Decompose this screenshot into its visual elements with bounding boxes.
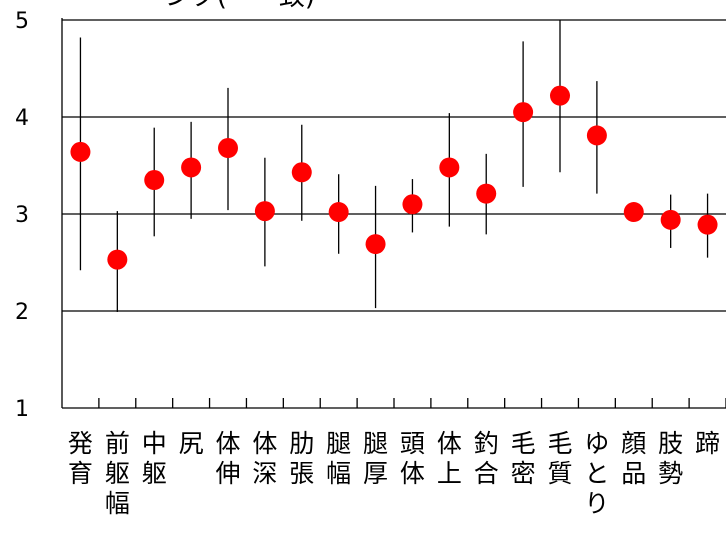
category-char-7-0: 腿 bbox=[326, 429, 351, 458]
y-tick-label-1: 2 bbox=[15, 300, 29, 325]
category-char-2-0: 中 bbox=[142, 429, 167, 458]
category-char-15-0: 顔 bbox=[621, 429, 646, 458]
data-point-11 bbox=[476, 183, 497, 204]
category-char-11-0: 釣 bbox=[474, 429, 499, 458]
data-point-5 bbox=[254, 201, 275, 222]
x-tick-marks bbox=[98, 398, 726, 408]
data-point-12 bbox=[513, 102, 534, 123]
category-char-4-1: 伸 bbox=[215, 459, 240, 488]
category-char-5-0: 体 bbox=[252, 429, 277, 458]
category-label-7: 腿幅 bbox=[326, 429, 351, 488]
y-tick-label-4: 5 bbox=[15, 9, 29, 34]
category-char-1-2: 幅 bbox=[105, 489, 130, 518]
category-label-10: 体上 bbox=[437, 429, 462, 488]
data-point-13 bbox=[550, 85, 570, 106]
category-char-12-1: 密 bbox=[511, 459, 536, 488]
category-char-14-1: と bbox=[584, 459, 609, 488]
category-char-15-1: 品 bbox=[621, 459, 646, 488]
category-char-10-0: 体 bbox=[437, 429, 462, 458]
data-point-4 bbox=[218, 138, 238, 159]
category-char-2-1: 躯 bbox=[142, 459, 167, 488]
category-char-8-1: 厚 bbox=[363, 459, 388, 488]
category-char-16-1: 勢 bbox=[658, 459, 683, 488]
category-label-16: 肢勢 bbox=[658, 429, 683, 488]
category-label-6: 肋張 bbox=[289, 429, 314, 488]
category-char-0-1: 育 bbox=[68, 459, 93, 488]
category-char-6-0: 肋 bbox=[289, 429, 314, 458]
data-point-8 bbox=[365, 234, 386, 255]
category-char-9-1: 体 bbox=[400, 459, 425, 488]
data-points bbox=[70, 85, 718, 270]
category-char-17-0: 蹄 bbox=[695, 429, 720, 458]
error-bars bbox=[79, 20, 709, 312]
category-label-14: ゆとり bbox=[584, 429, 609, 518]
category-label-2: 中躯 bbox=[142, 429, 167, 488]
category-label-11: 釣合 bbox=[474, 429, 499, 488]
data-point-15 bbox=[623, 202, 644, 223]
category-char-5-1: 深 bbox=[252, 459, 277, 488]
category-char-6-1: 張 bbox=[289, 459, 314, 488]
category-label-15: 顔品 bbox=[621, 429, 646, 488]
chart-title: ーンク(ーー致) bbox=[140, 0, 315, 12]
data-point-10 bbox=[439, 157, 460, 178]
category-char-1-1: 躯 bbox=[105, 459, 130, 488]
data-point-7 bbox=[328, 202, 349, 223]
category-char-13-0: 毛 bbox=[547, 429, 572, 458]
category-label-0: 発育 bbox=[68, 429, 93, 488]
category-char-13-1: 質 bbox=[547, 459, 572, 488]
y-tick-label-0: 1 bbox=[15, 397, 29, 422]
data-point-16 bbox=[660, 209, 681, 230]
category-label-9: 頭体 bbox=[400, 429, 425, 488]
category-char-10-1: 上 bbox=[437, 459, 462, 488]
category-char-9-0: 頭 bbox=[400, 429, 425, 458]
category-label-17: 蹄 bbox=[695, 429, 720, 458]
category-label-5: 体深 bbox=[252, 429, 277, 488]
category-label-4: 体伸 bbox=[215, 429, 240, 488]
category-label-1: 前躯幅 bbox=[105, 429, 130, 518]
category-char-11-1: 合 bbox=[474, 459, 499, 488]
category-char-14-2: り bbox=[584, 489, 609, 518]
category-char-0-0: 発 bbox=[68, 429, 93, 458]
category-char-7-1: 幅 bbox=[326, 459, 351, 488]
category-char-16-0: 肢 bbox=[658, 429, 683, 458]
y-tick-labels: 1 2 3 4 5 bbox=[15, 9, 29, 422]
category-char-8-0: 腿 bbox=[363, 429, 388, 458]
data-point-0 bbox=[70, 141, 91, 162]
category-char-4-0: 体 bbox=[215, 429, 240, 458]
category-char-12-0: 毛 bbox=[511, 429, 536, 458]
data-point-6 bbox=[291, 162, 312, 183]
category-char-3-0: 尻 bbox=[179, 429, 204, 458]
category-label-13: 毛質 bbox=[547, 429, 572, 488]
data-point-14 bbox=[586, 125, 607, 146]
category-label-12: 毛密 bbox=[511, 429, 536, 488]
gridlines bbox=[62, 19, 726, 312]
data-point-3 bbox=[181, 157, 202, 178]
category-label-3: 尻 bbox=[179, 429, 204, 458]
category-char-14-0: ゆ bbox=[584, 429, 609, 458]
y-tick-label-3: 4 bbox=[15, 106, 29, 131]
data-point-9 bbox=[402, 194, 423, 215]
category-char-1-0: 前 bbox=[105, 429, 130, 458]
data-point-1 bbox=[107, 249, 128, 270]
category-label-8: 腿厚 bbox=[363, 429, 388, 488]
data-point-17 bbox=[697, 214, 718, 235]
data-point-2 bbox=[144, 170, 165, 191]
y-tick-label-2: 3 bbox=[15, 203, 29, 228]
